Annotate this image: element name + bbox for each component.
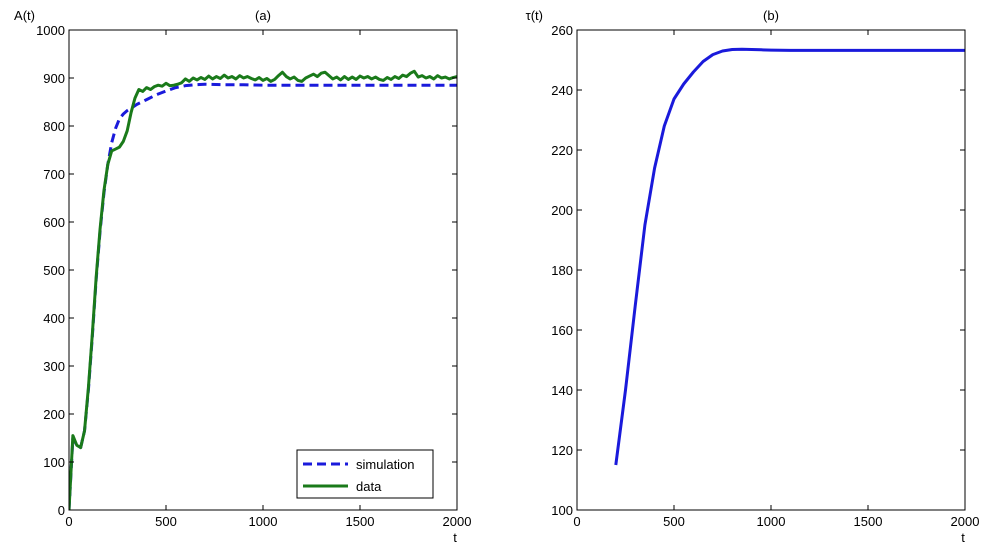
y-tick-label: 500 <box>43 263 65 278</box>
y-tick-label: 140 <box>551 383 573 398</box>
y-tick-label: 800 <box>43 119 65 134</box>
plot-frame <box>68 29 458 511</box>
chart-title: (b) <box>763 8 779 23</box>
x-tick-label: 1500 <box>346 514 375 529</box>
x-tick-label: 0 <box>573 514 580 529</box>
y-tick-label: 700 <box>43 167 65 182</box>
y-tick-label: 100 <box>551 503 573 518</box>
x-tick-label: 500 <box>155 514 177 529</box>
legend-box <box>296 449 434 499</box>
chart-panel-a: 0 500 1000 1500 2000 0 100 200 300 400 500 600 700 80… <box>14 8 471 545</box>
y-tick-label: 1000 <box>36 23 65 38</box>
series-line-data <box>69 69 457 510</box>
chart-panel-b: 0 500 1000 1500 2000 100 120 140 160 180 200 220 240… <box>526 8 980 545</box>
y-tick-label: 200 <box>43 407 65 422</box>
series-line-simulation <box>69 82 457 510</box>
x-tick-label: 500 <box>663 514 685 529</box>
y-tick-label: 200 <box>551 203 573 218</box>
legend: simulation data <box>296 449 434 499</box>
x-tick-label: 1000 <box>757 514 786 529</box>
y-tick-label: 400 <box>43 311 65 326</box>
legend-label-simulation: simulation <box>356 457 415 472</box>
y-tick-label: 300 <box>43 359 65 374</box>
x-axis-label: t <box>453 530 457 545</box>
y-tick-label: 0 <box>58 503 65 518</box>
y-tick-label: 100 <box>43 455 65 470</box>
y-tick-label: 260 <box>551 23 573 38</box>
chart-title: (a) <box>255 8 271 23</box>
y-tick-label: 600 <box>43 215 65 230</box>
y-tick-label: 160 <box>551 323 573 338</box>
y-tick-label: 220 <box>551 143 573 158</box>
x-tick-label: 0 <box>65 514 72 529</box>
y-tick-label: 120 <box>551 443 573 458</box>
x-tick-label: 2000 <box>443 514 472 529</box>
series-line-tau <box>614 47 965 466</box>
x-tick-label: 1000 <box>249 514 278 529</box>
x-axis-label: t <box>961 530 965 545</box>
y-axis-label: τ(t) <box>526 8 543 23</box>
y-tick-label: 180 <box>551 263 573 278</box>
x-tick-label: 2000 <box>951 514 980 529</box>
y-tick-label: 900 <box>43 71 65 86</box>
y-axis-label: A(t) <box>14 8 35 23</box>
x-tick-label: 1500 <box>854 514 883 529</box>
legend-label-data: data <box>356 479 382 494</box>
y-tick-label: 240 <box>551 83 573 98</box>
plot-frame <box>576 29 966 511</box>
